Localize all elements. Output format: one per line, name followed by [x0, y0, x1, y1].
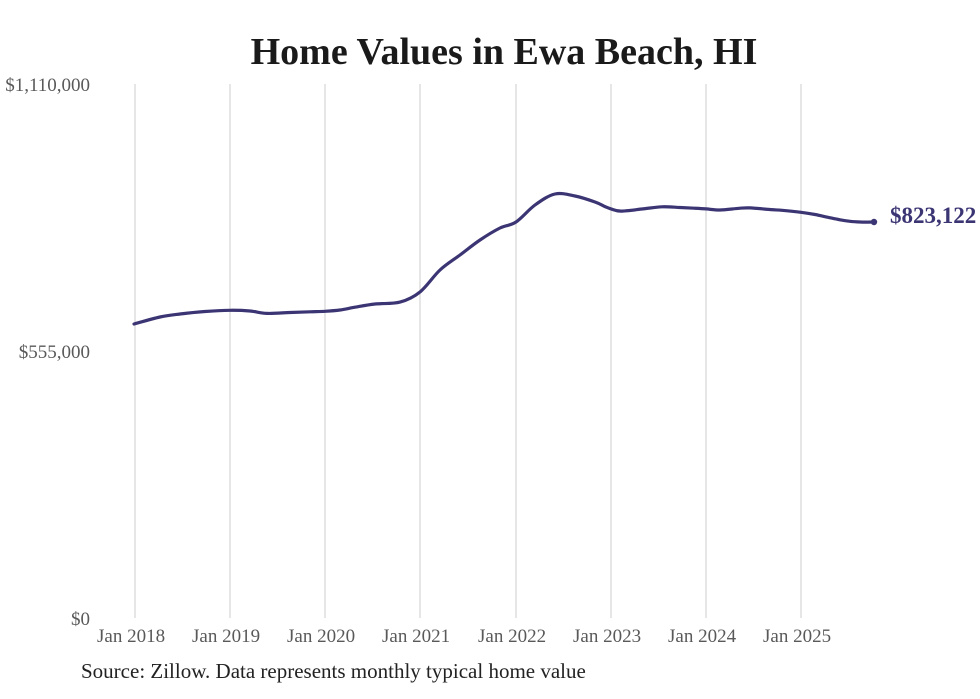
- svg-text:Jan 2023: Jan 2023: [573, 626, 641, 647]
- svg-text:Jan 2024: Jan 2024: [668, 626, 737, 647]
- svg-text:Jan 2025: Jan 2025: [763, 626, 831, 647]
- svg-text:Jan 2020: Jan 2020: [287, 626, 355, 647]
- svg-text:Jan 2018: Jan 2018: [97, 626, 165, 647]
- svg-text:$823,122: $823,122: [890, 203, 976, 228]
- svg-text:$555,000: $555,000: [19, 342, 90, 363]
- svg-text:Jan 2019: Jan 2019: [192, 626, 260, 647]
- svg-text:$0: $0: [71, 609, 90, 630]
- svg-text:Jan 2021: Jan 2021: [382, 626, 450, 647]
- svg-text:$1,110,000: $1,110,000: [5, 75, 90, 96]
- svg-text:Jan 2022: Jan 2022: [478, 626, 546, 647]
